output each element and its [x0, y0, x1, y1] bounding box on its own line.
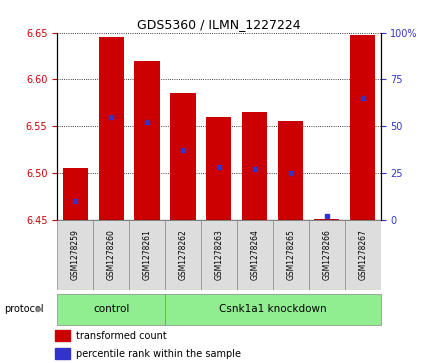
- Text: GSM1278267: GSM1278267: [358, 229, 367, 281]
- Text: Csnk1a1 knockdown: Csnk1a1 knockdown: [219, 305, 326, 314]
- Text: transformed count: transformed count: [76, 331, 167, 341]
- Bar: [273, 220, 309, 290]
- Bar: [93, 220, 129, 290]
- Bar: [57, 220, 93, 290]
- Bar: [314, 219, 339, 220]
- Bar: [170, 93, 195, 220]
- Bar: [55, 348, 70, 359]
- Bar: [242, 112, 268, 220]
- Bar: [350, 34, 375, 220]
- Text: GSM1278262: GSM1278262: [179, 230, 187, 280]
- Bar: [201, 220, 237, 290]
- Bar: [57, 294, 165, 325]
- Text: GSM1278265: GSM1278265: [286, 229, 295, 281]
- Text: GSM1278259: GSM1278259: [71, 229, 80, 281]
- Title: GDS5360 / ILMN_1227224: GDS5360 / ILMN_1227224: [137, 19, 301, 32]
- Bar: [278, 122, 303, 220]
- Bar: [135, 61, 160, 220]
- Text: GSM1278264: GSM1278264: [250, 229, 259, 281]
- Bar: [99, 37, 124, 220]
- Bar: [206, 117, 231, 220]
- Text: percentile rank within the sample: percentile rank within the sample: [76, 349, 241, 359]
- Text: protocol: protocol: [4, 305, 44, 314]
- Bar: [165, 294, 381, 325]
- Bar: [165, 220, 201, 290]
- Bar: [309, 220, 345, 290]
- Text: GSM1278261: GSM1278261: [143, 230, 151, 280]
- Bar: [129, 220, 165, 290]
- Bar: [62, 168, 88, 220]
- Bar: [345, 220, 381, 290]
- Text: GSM1278260: GSM1278260: [106, 229, 116, 281]
- Bar: [237, 220, 273, 290]
- Text: GSM1278263: GSM1278263: [214, 229, 224, 281]
- Text: GSM1278266: GSM1278266: [322, 229, 331, 281]
- Text: control: control: [93, 305, 129, 314]
- Bar: [55, 330, 70, 341]
